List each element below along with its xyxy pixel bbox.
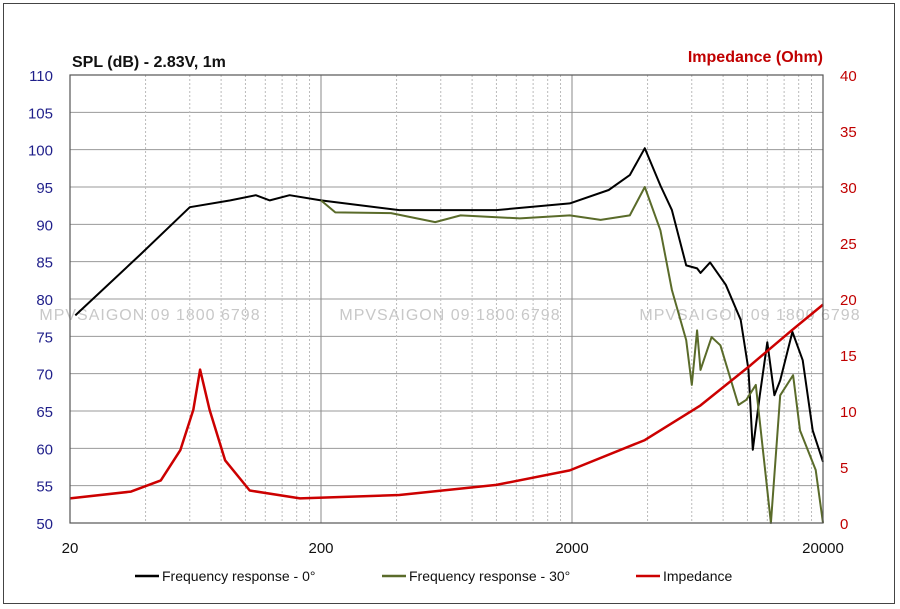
watermark-text: MPVSAIGON 09 1800 6798 [39, 307, 260, 324]
right-axis-title: Impedance (Ohm) [688, 49, 823, 66]
right-tick-label: 25 [840, 236, 857, 253]
left-tick-label: 70 [36, 367, 53, 384]
right-tick-label: 35 [840, 124, 857, 141]
left-tick-label: 95 [36, 180, 53, 197]
left-tick-label: 90 [36, 217, 53, 234]
left-tick-label: 80 [36, 292, 53, 309]
watermark-text: MPVSAIGON 09 1800 6798 [339, 307, 560, 324]
left-tick-label: 65 [36, 404, 53, 421]
x-tick-label: 20 [62, 540, 79, 557]
left-tick-label: 105 [28, 105, 53, 122]
right-tick-label: 10 [840, 404, 857, 421]
legend: Frequency response - 0° Frequency respons… [135, 568, 732, 584]
x-tick-label: 20000 [802, 540, 844, 557]
left-tick-label: 110 [29, 68, 53, 85]
left-tick-label: 50 [36, 516, 53, 533]
tick-labels: 50 55 60 65 70 75 80 85 90 95 100 105 110 0 5 10 15 20 25 3… [28, 68, 857, 557]
left-tick-label: 55 [36, 479, 53, 496]
legend-label: Impedance [663, 568, 732, 584]
x-tick-label: 2000 [555, 540, 588, 557]
watermark: MPVSAIGON 09 1800 6798 MPVSAIGON 09 1800 … [39, 307, 860, 324]
series-line-0 [74, 147, 824, 463]
left-tick-label: 60 [36, 441, 53, 458]
chart-frame [3, 3, 895, 604]
right-tick-label: 5 [840, 460, 848, 477]
right-tick-label: 0 [840, 516, 848, 533]
grid [69, 74, 823, 524]
right-tick-label: 40 [840, 68, 857, 85]
right-tick-label: 15 [840, 348, 857, 365]
watermark-text: MPVSAIGON 09 1800 6798 [639, 307, 860, 324]
series-line-1 [320, 186, 824, 524]
left-tick-label: 75 [36, 329, 53, 346]
plot-border [69, 74, 824, 524]
left-axis-title: SPL (dB) - 2.83V, 1m [72, 54, 226, 71]
left-tick-label: 85 [36, 255, 53, 272]
x-tick-label: 200 [308, 540, 333, 557]
left-tick-label: 100 [28, 143, 53, 160]
legend-label: Frequency response - 30° [409, 568, 570, 584]
series-line-2 [69, 303, 824, 500]
series-lines [69, 147, 824, 524]
legend-label: Frequency response - 0° [162, 568, 315, 584]
right-tick-label: 20 [840, 292, 857, 309]
right-tick-label: 30 [840, 180, 857, 197]
